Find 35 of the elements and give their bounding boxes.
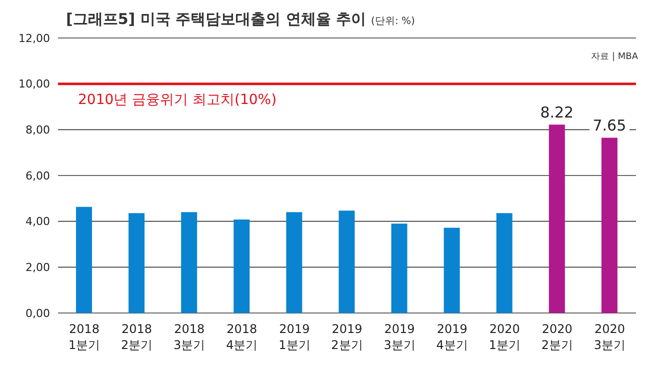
bar (548, 124, 565, 313)
x-tick-label: 2020 3분기 (594, 322, 626, 352)
x-tick-label: 2018 3분기 (174, 322, 206, 352)
chart-title: [그래프5] 미국 주택담보대출의 연체율 추이 (66, 10, 366, 28)
bar (601, 138, 618, 313)
y-tick-label: 4,00 (26, 215, 50, 228)
data-label: 7.65 (592, 116, 626, 135)
x-tick-label: 2020 2분기 (541, 322, 573, 352)
x-tick-label: 2019 2분기 (331, 322, 363, 352)
bar (496, 213, 512, 313)
x-tick-label: 2018 1분기 (68, 322, 100, 352)
x-tick-label: 2018 2분기 (121, 322, 153, 352)
bar (286, 212, 302, 313)
x-tick-label: 2020 1분기 (488, 322, 520, 352)
bar (76, 206, 92, 313)
y-tick-label: 10,00 (18, 78, 50, 91)
y-tick-label: 12,00 (18, 32, 50, 45)
bar (128, 213, 145, 313)
x-tick-label: 2018 4분기 (226, 322, 258, 352)
bar (338, 210, 355, 313)
y-tick-label: 8,00 (26, 124, 50, 137)
x-tick-label: 2019 1분기 (278, 322, 310, 352)
x-tick-label: 2019 4분기 (436, 322, 468, 352)
bar (391, 224, 408, 313)
bar (444, 228, 460, 313)
y-tick-label: 6,00 (26, 169, 50, 182)
y-tick-label: 0,00 (26, 306, 50, 320)
annotation: 자료 | MBA (591, 51, 638, 63)
y-tick-label: 2,00 (26, 261, 50, 274)
ref-line-label: 2010년 금융위기 최고치(10%) (78, 92, 277, 108)
x-tick-label: 2019 3분기 (384, 322, 416, 352)
chart-subtitle: (단위: %) (371, 16, 415, 27)
data-label: 8.22 (540, 104, 574, 122)
bar (181, 212, 198, 313)
bar (234, 220, 250, 313)
